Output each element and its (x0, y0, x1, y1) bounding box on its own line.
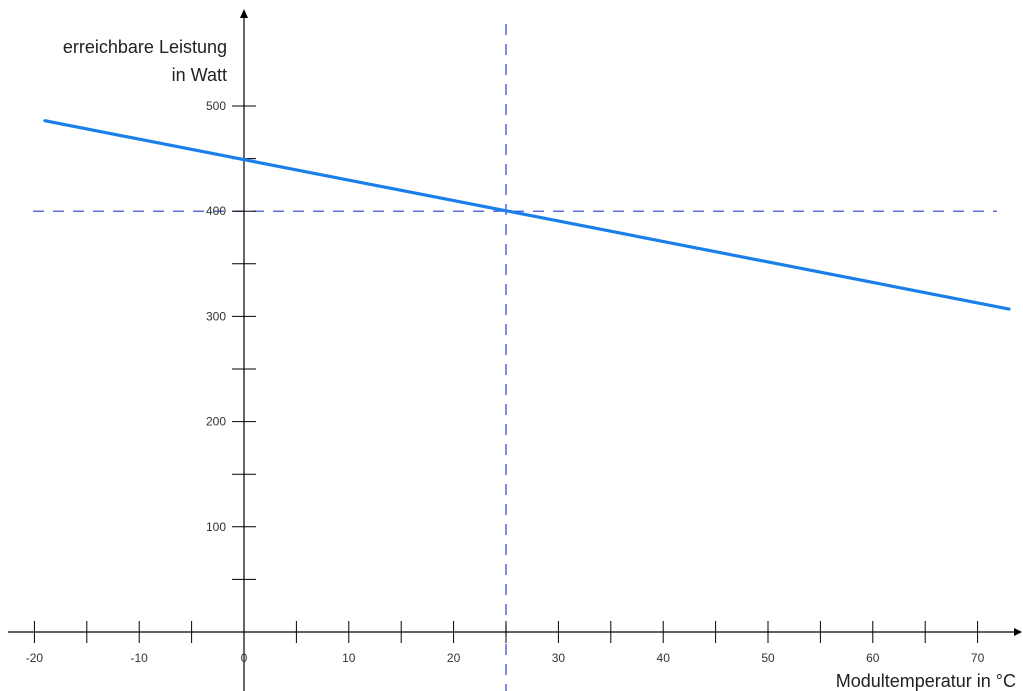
x-axis-label: Modultemperatur in °C (836, 671, 1016, 691)
y-axis-label-line-1: erreichbare Leistung (63, 37, 227, 57)
y-tick-label: 500 (206, 99, 226, 113)
x-tick-label: 20 (447, 651, 461, 665)
x-tick-label: 60 (866, 651, 880, 665)
y-tick-label: 200 (206, 415, 226, 429)
reference-lines (33, 24, 997, 691)
y-tick-label: 400 (206, 204, 226, 218)
x-tick-label: 50 (761, 651, 775, 665)
series (43, 119, 1011, 311)
x-tick-label: 30 (552, 651, 566, 665)
x-tick-label: -20 (26, 651, 44, 665)
x-tick-label: 70 (971, 651, 985, 665)
x-tick-label: 40 (657, 651, 671, 665)
x-axis-arrow (1014, 628, 1022, 636)
y-tick-label: 300 (206, 309, 226, 323)
x-tick-label: 0 (241, 651, 248, 665)
ticks: -20 -10 0 10 20 30 40 50 60 70 100 200 300 400 500 (26, 99, 985, 665)
y-tick-label: 100 (206, 520, 226, 534)
x-tick-label: 10 (342, 651, 356, 665)
axes (8, 9, 1022, 691)
y-axis-label-line-2: in Watt (172, 65, 227, 85)
y-axis-arrow (240, 9, 248, 18)
series-line (43, 119, 1011, 311)
x-tick-label: -10 (131, 651, 149, 665)
